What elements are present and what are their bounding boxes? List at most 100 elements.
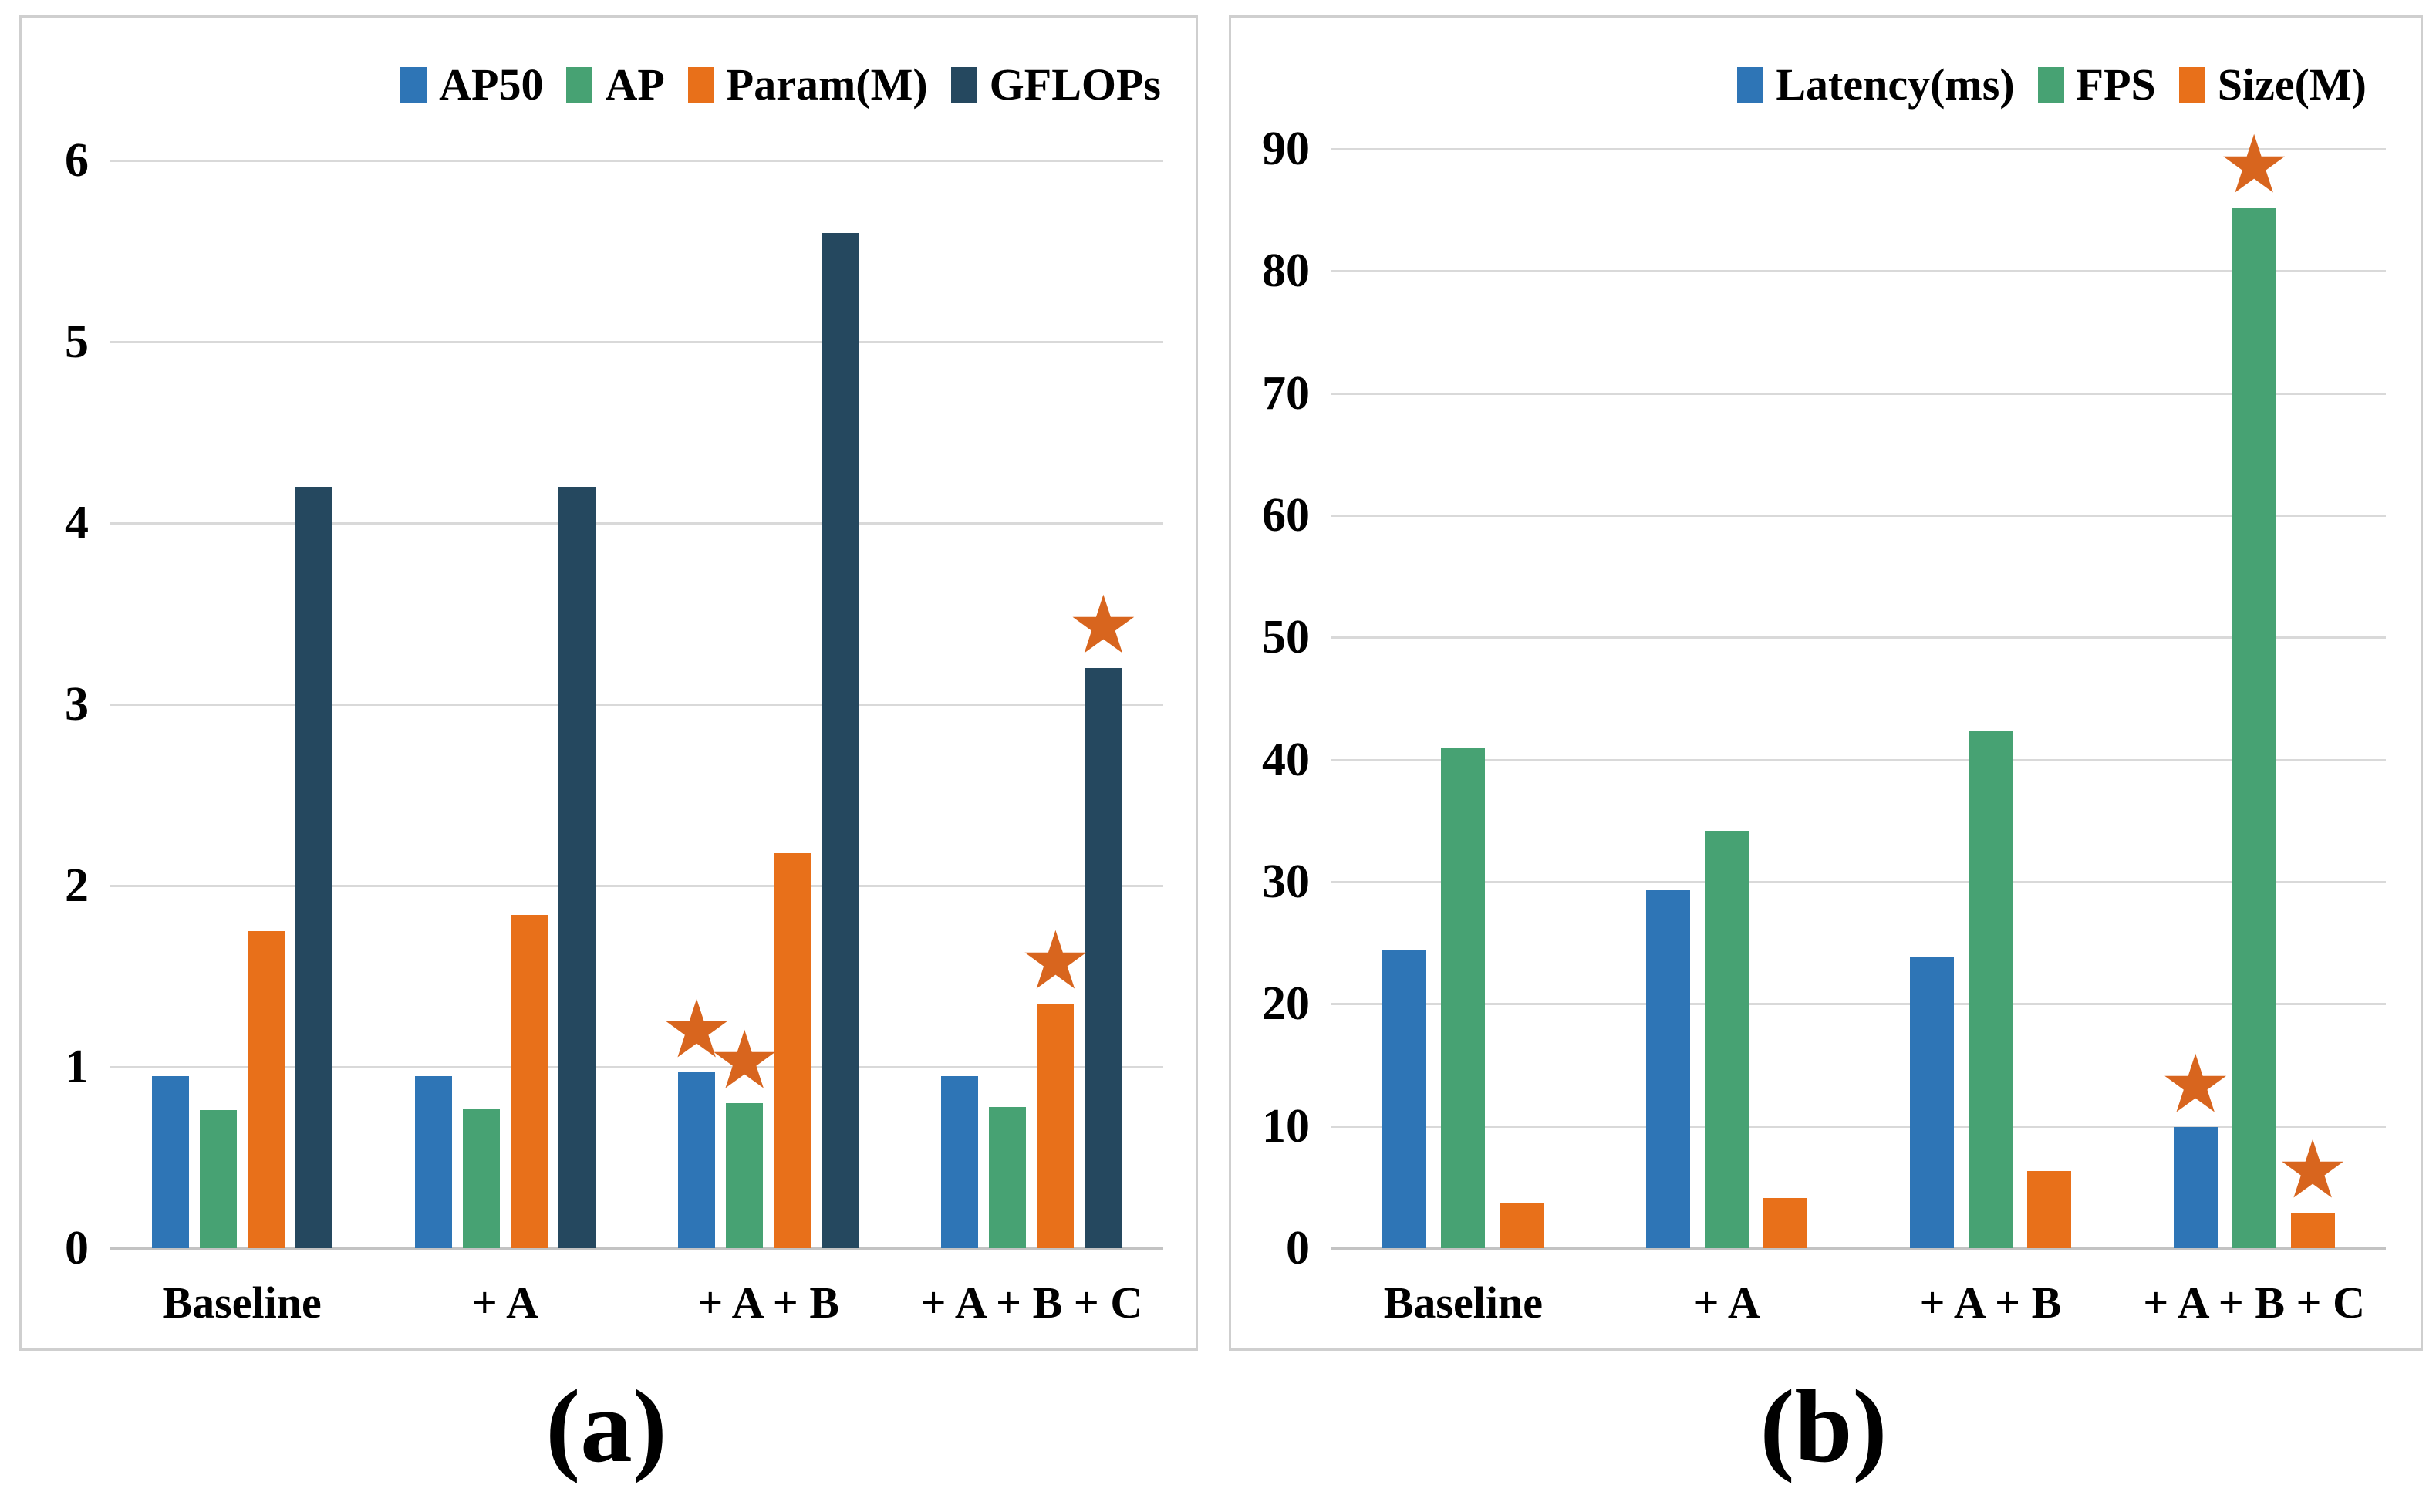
- legend: Latency(ms) FPS Size(M): [1231, 60, 2367, 110]
- legend-label: AP: [605, 59, 665, 110]
- y-tick-label: 6: [65, 134, 89, 187]
- gridline-5: [110, 341, 1163, 343]
- legend-swatch-fps: [2037, 67, 2064, 103]
- bar-fps: [1968, 731, 2013, 1248]
- gridline-6: [110, 160, 1163, 162]
- bar-param-m-: [510, 914, 548, 1248]
- y-tick-label: 1: [65, 1041, 89, 1093]
- y-tick-label: 5: [65, 316, 89, 368]
- gridline-50: [1331, 636, 2386, 640]
- bar-ap: [989, 1106, 1027, 1248]
- gridline-20: [1331, 1003, 2386, 1006]
- bar-param-m-: [1037, 1003, 1075, 1248]
- y-tick-label: 10: [1262, 1099, 1310, 1153]
- legend-swatch-size-m-: [2178, 67, 2205, 103]
- bar-latency-ms-: [1382, 950, 1427, 1248]
- gridline-3: [110, 704, 1163, 706]
- bar-gflops: [822, 233, 859, 1248]
- legend-item: GFLOPs: [950, 59, 1161, 110]
- legend-item: Size(M): [2178, 59, 2367, 110]
- y-tick-label: 30: [1262, 856, 1310, 908]
- legend-item: AP: [566, 59, 665, 110]
- gridline-60: [1331, 515, 2386, 517]
- best-result-star-icon: ★: [2159, 1041, 2232, 1130]
- bar-gflops: [1085, 668, 1122, 1248]
- legend-label: AP50: [439, 59, 544, 110]
- bar-ap50: [414, 1075, 452, 1248]
- y-tick-label: 4: [65, 497, 89, 549]
- legend-item: Param(M): [687, 59, 928, 110]
- bar-ap: [462, 1109, 500, 1248]
- category-label: Baseline: [162, 1277, 322, 1328]
- y-tick-label: 70: [1262, 366, 1310, 420]
- legend-swatch-latency-ms-: [1737, 67, 1764, 103]
- chart-panel-b: Latency(ms) FPS Size(M) 0 10 20 30 40 50 60 70 80 90…: [1229, 15, 2423, 1351]
- y-tick-label: 2: [65, 859, 89, 912]
- caption-b: (b): [1760, 1369, 1888, 1484]
- caption-a: (a): [545, 1369, 667, 1484]
- bar-size-m-: [2026, 1171, 2071, 1248]
- gridline-0: [110, 1247, 1163, 1250]
- y-tick-label: 20: [1262, 977, 1310, 1031]
- gridline-70: [1331, 392, 2386, 395]
- y-tick-label: 40: [1262, 733, 1310, 786]
- y-tick-label: 0: [65, 1222, 89, 1274]
- best-result-star-icon: ★: [2218, 121, 2290, 210]
- legend-swatch-param-m-: [687, 67, 714, 103]
- legend-label: Latency(ms): [1776, 59, 2015, 110]
- category-label: + A: [1693, 1277, 1760, 1328]
- bar-ap: [199, 1110, 237, 1248]
- y-tick-label: 90: [1262, 123, 1310, 175]
- legend-swatch-gflops: [950, 67, 977, 103]
- legend-item: FPS: [2037, 59, 2156, 110]
- bar-size-m-: [1500, 1203, 1544, 1248]
- gridline-30: [1331, 881, 2386, 883]
- bar-gflops: [558, 487, 596, 1248]
- bar-fps: [1705, 830, 1749, 1248]
- bar-ap50: [678, 1072, 716, 1248]
- gridline-80: [1331, 270, 2386, 273]
- category-label: + A + B + C: [920, 1277, 1143, 1328]
- category-label: Baseline: [1383, 1277, 1543, 1328]
- legend-label: Size(M): [2217, 59, 2367, 110]
- best-result-star-icon: ★: [660, 986, 733, 1075]
- gridline-40: [1331, 758, 2386, 761]
- y-tick-label: 50: [1262, 611, 1310, 664]
- bar-size-m-: [2290, 1213, 2335, 1248]
- gridline-1: [110, 1066, 1163, 1068]
- gridline-10: [1331, 1125, 2386, 1128]
- legend-item: Latency(ms): [1737, 59, 2015, 110]
- category-label: + A + B + C: [2143, 1277, 2365, 1328]
- legend-label: Param(M): [726, 59, 928, 110]
- y-tick-label: 3: [65, 678, 89, 731]
- bar-size-m-: [1763, 1198, 1808, 1248]
- legend-label: FPS: [2076, 59, 2156, 110]
- bar-latency-ms-: [2173, 1127, 2218, 1248]
- best-result-star-icon: ★: [1019, 916, 1091, 1006]
- gridline-0: [1331, 1247, 2386, 1250]
- y-tick-label: 80: [1262, 245, 1310, 298]
- bar-latency-ms-: [1646, 890, 1691, 1248]
- y-tick-label: 0: [1286, 1222, 1310, 1274]
- best-result-star-icon: ★: [708, 1017, 781, 1105]
- legend-swatch-ap: [566, 67, 593, 103]
- bar-gflops: [295, 487, 332, 1248]
- y-tick-label: 60: [1262, 489, 1310, 542]
- best-result-star-icon: ★: [2276, 1126, 2349, 1216]
- gridline-90: [1331, 148, 2386, 150]
- best-result-star-icon: ★: [1067, 582, 1139, 670]
- category-label: + A + B: [1919, 1277, 2062, 1328]
- legend: AP50 AP Param(M) GFLOPs: [22, 60, 1161, 110]
- gridline-2: [110, 885, 1163, 887]
- gridline-4: [110, 522, 1163, 525]
- bar-param-m-: [774, 852, 811, 1248]
- bar-ap50: [151, 1075, 189, 1248]
- legend-item: AP50: [400, 60, 543, 110]
- chart-panel-a: AP50 AP Param(M) GFLOPs 0 1 2 3 4 5 6 Baseline + A + …: [19, 15, 1198, 1351]
- bar-fps: [2232, 208, 2276, 1248]
- bar-ap50: [941, 1075, 979, 1248]
- category-label: + A: [471, 1277, 538, 1328]
- legend-label: GFLOPs: [989, 59, 1161, 110]
- legend-swatch-ap50: [400, 67, 427, 103]
